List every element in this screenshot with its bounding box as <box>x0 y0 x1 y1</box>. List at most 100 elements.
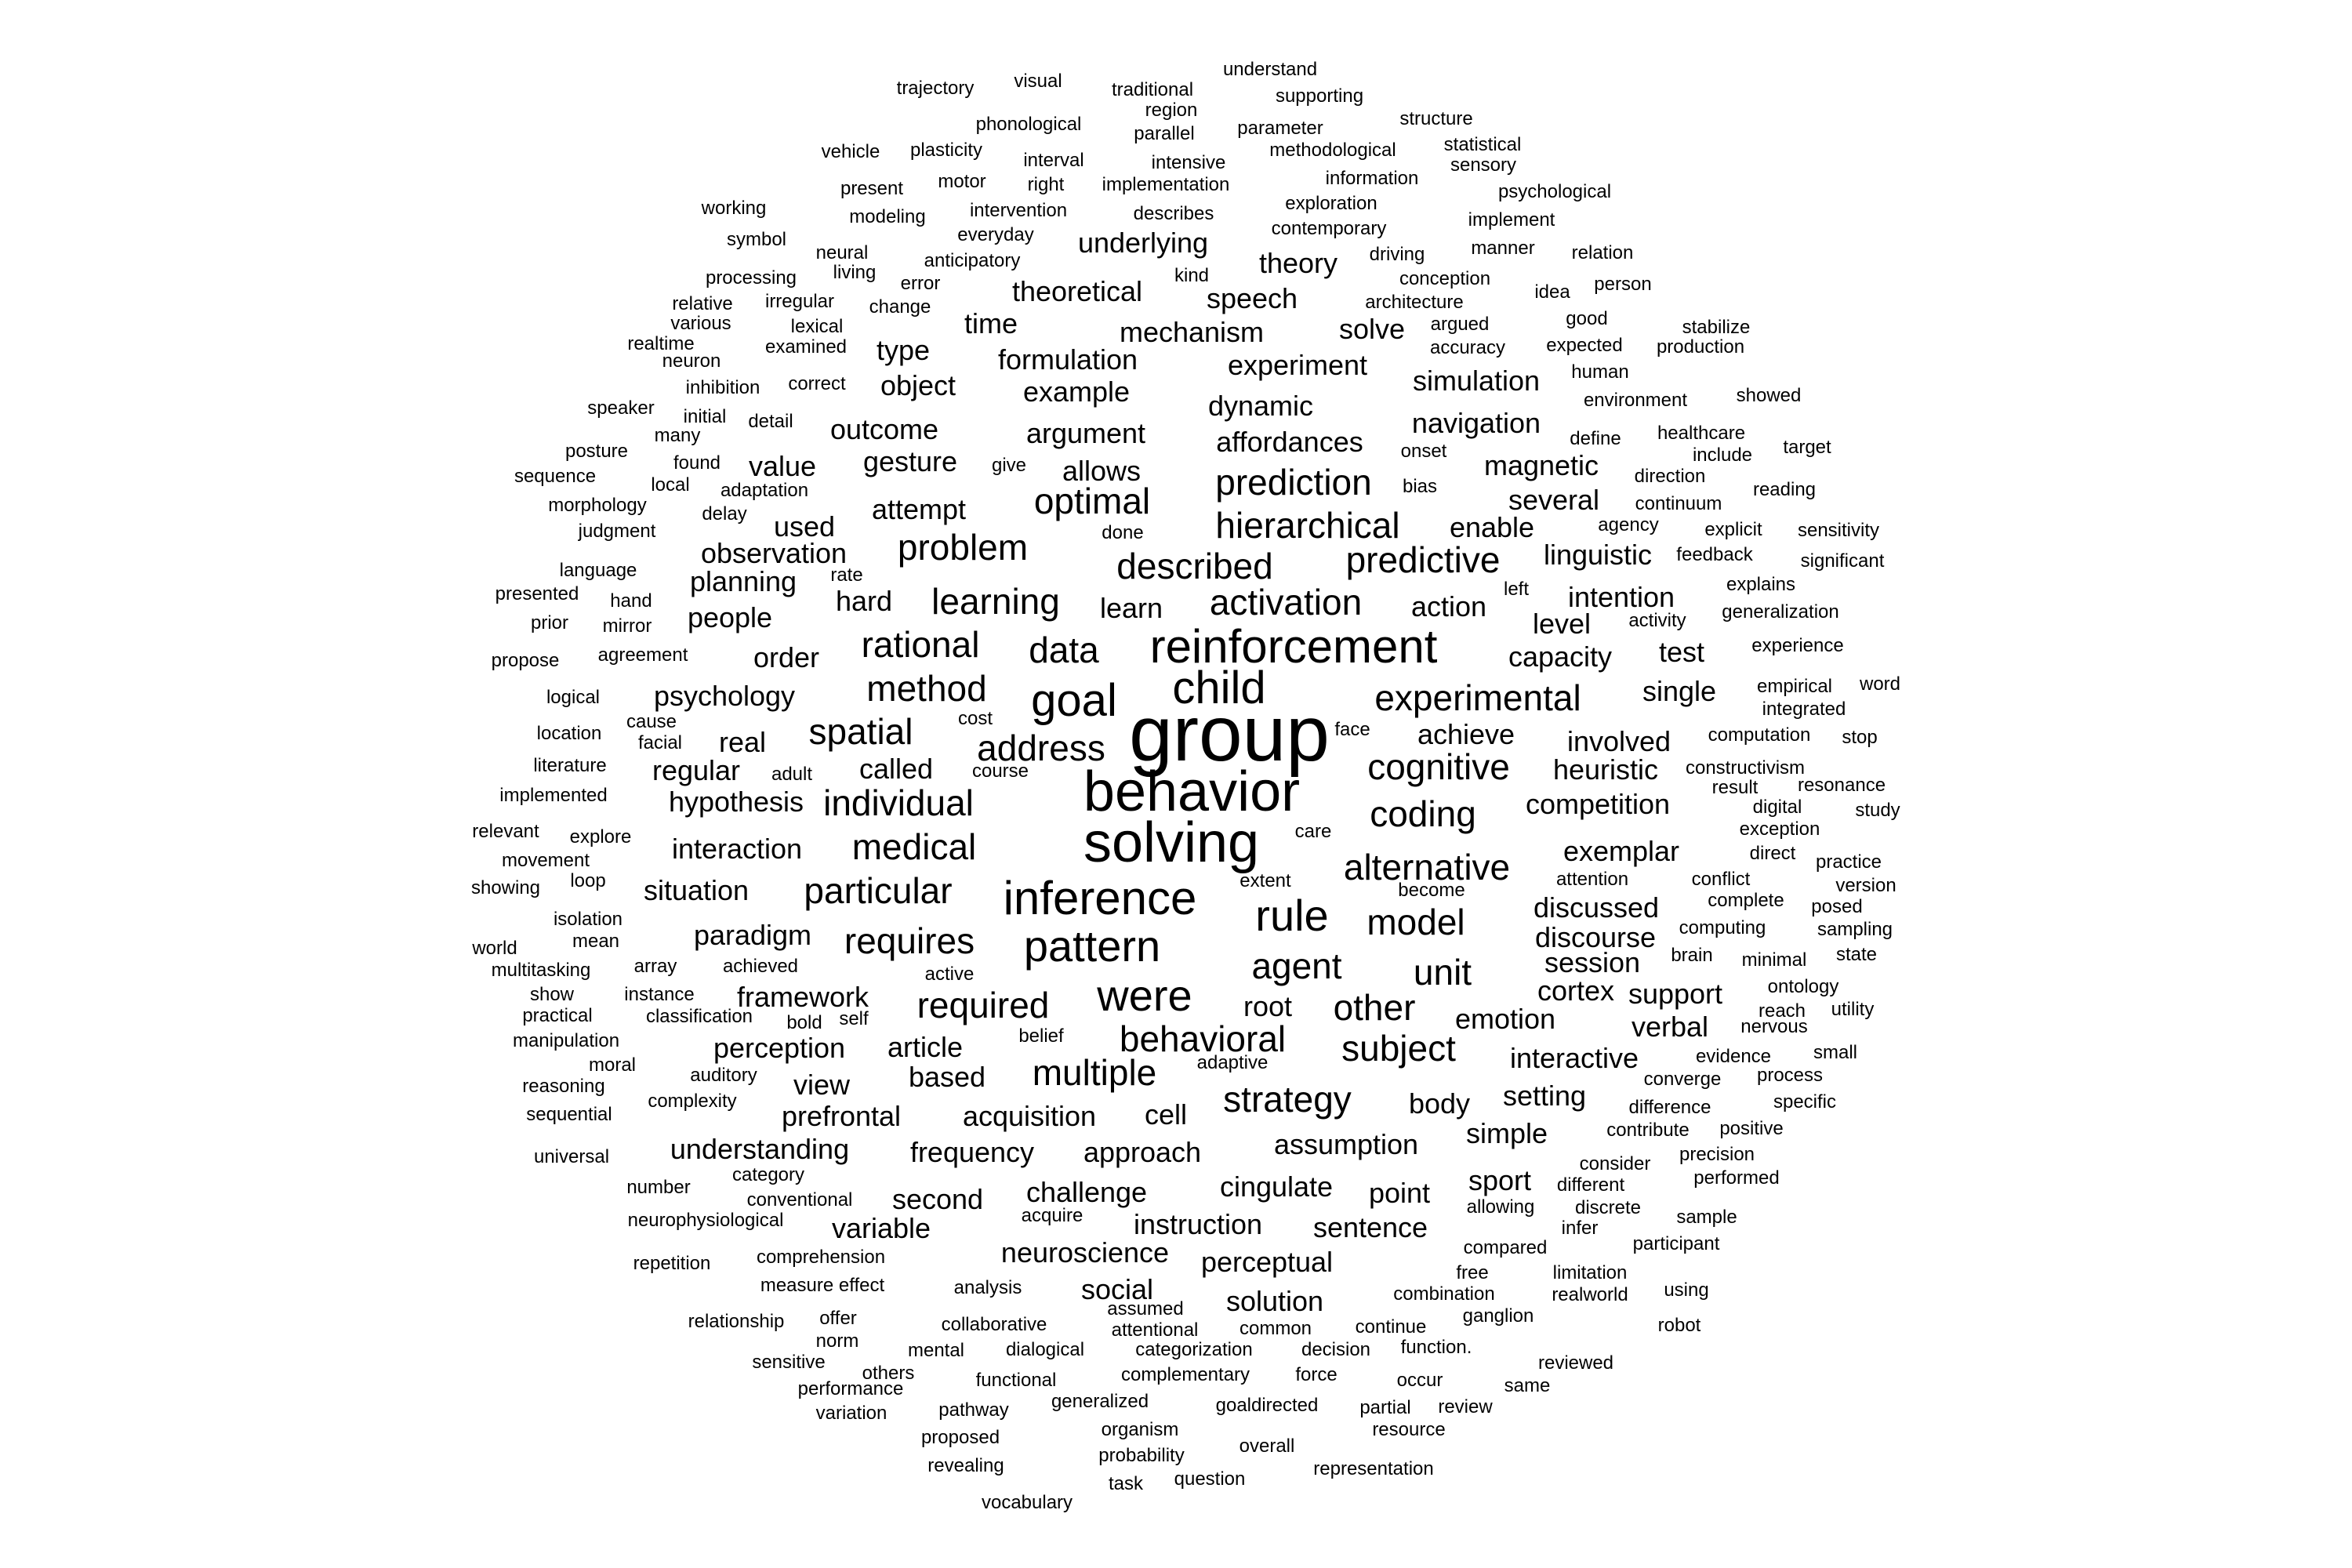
word-contribute: contribute <box>1606 1120 1690 1141</box>
word-reach: reach <box>1758 1000 1806 1022</box>
word-language: language <box>559 560 637 581</box>
word-overall: overall <box>1239 1436 1295 1457</box>
word-conception: conception <box>1399 268 1491 289</box>
word-implementation: implementation <box>1102 174 1230 195</box>
word-generalized: generalized <box>1051 1391 1149 1412</box>
word-intention: intention <box>1567 581 1675 613</box>
word-initial: initial <box>683 406 727 427</box>
word-task: task <box>1108 1473 1144 1494</box>
word-exploration: exploration <box>1285 193 1377 214</box>
word-group: group <box>1129 690 1330 778</box>
word-organism: organism <box>1101 1419 1179 1440</box>
word-world: world <box>472 938 517 959</box>
word-partial: partial <box>1359 1397 1411 1418</box>
word-showed: showed <box>1736 385 1802 406</box>
word-magnetic: magnetic <box>1483 449 1599 481</box>
word-representation: representation <box>1313 1458 1434 1479</box>
word-detail: detail <box>748 411 793 432</box>
word-prediction: prediction <box>1215 462 1372 503</box>
word-participant: participant <box>1632 1233 1720 1254</box>
word-extent: extent <box>1240 870 1291 891</box>
word-sensitive: sensitive <box>752 1352 826 1373</box>
word-realworld: realworld <box>1552 1284 1628 1305</box>
word-stop: stop <box>1842 727 1878 748</box>
word-present: present <box>840 178 904 199</box>
word-involved: involved <box>1566 725 1671 757</box>
word-production: production <box>1656 336 1745 358</box>
word-trajectory: trajectory <box>896 78 975 99</box>
word-explicit: explicit <box>1704 519 1762 540</box>
word-root: root <box>1243 990 1293 1022</box>
word-exception: exception <box>1739 818 1820 840</box>
word-behavioral: behavioral <box>1119 1018 1287 1059</box>
word-movement: movement <box>501 850 590 871</box>
word-paradigm: paradigm <box>693 919 812 951</box>
word-bold: bold <box>786 1012 822 1033</box>
word-navigation: navigation <box>1411 407 1541 439</box>
word-modeling: modeling <box>849 206 926 227</box>
word-lexical: lexical <box>790 316 844 337</box>
word-attentional: attentional <box>1111 1319 1199 1341</box>
word-performed: performed <box>1693 1167 1780 1189</box>
word-action: action <box>1410 590 1487 622</box>
word-speech: speech <box>1206 282 1298 314</box>
word-same: same <box>1504 1375 1551 1396</box>
word-difference: difference <box>1628 1097 1711 1118</box>
word-discussed: discussed <box>1533 891 1660 924</box>
word-assumed: assumed <box>1107 1298 1184 1319</box>
word-compared: compared <box>1463 1237 1548 1258</box>
word-conflict: conflict <box>1691 869 1751 890</box>
word-variable: variable <box>831 1212 931 1244</box>
word-judgment: judgment <box>578 521 656 542</box>
word-acquire: acquire <box>1021 1205 1083 1226</box>
word-anticipatory: anticipatory <box>924 250 1021 271</box>
word-linguistic: linguistic <box>1543 539 1653 571</box>
word-discourse: discourse <box>1534 921 1657 953</box>
word-ganglion: ganglion <box>1462 1305 1534 1327</box>
word-posed: posed <box>1811 896 1863 917</box>
word-relative: relative <box>672 293 733 314</box>
word-direction: direction <box>1634 466 1706 487</box>
word-person: person <box>1594 274 1652 295</box>
word-auditory: auditory <box>690 1065 757 1086</box>
word-comprehension: comprehension <box>756 1247 886 1268</box>
word-second: second <box>891 1183 984 1215</box>
word-explore: explore <box>569 826 632 848</box>
word-positive: positive <box>1719 1118 1784 1139</box>
word-sentence: sentence <box>1312 1211 1428 1243</box>
word-dialogical: dialogical <box>1005 1339 1085 1360</box>
word-capacity: capacity <box>1508 641 1613 673</box>
word-multiple: multiple <box>1032 1052 1157 1093</box>
word-active: active <box>924 964 975 985</box>
word-learning: learning <box>931 581 1060 622</box>
word-proposed: proposed <box>920 1427 1000 1448</box>
word-method: method <box>866 668 987 709</box>
word-called: called <box>858 753 934 785</box>
word-model: model <box>1367 902 1465 942</box>
word-local: local <box>651 474 690 495</box>
word-measure-effect: measure effect <box>760 1275 885 1296</box>
word-neuroscience: neuroscience <box>1000 1236 1170 1269</box>
word-converge: converge <box>1643 1069 1722 1090</box>
word-interaction: interaction <box>671 833 803 865</box>
word-showing: showing <box>470 877 541 898</box>
word-resource: resource <box>1372 1419 1446 1440</box>
word-categorization: categorization <box>1135 1339 1253 1360</box>
word-belief: belief <box>1018 1025 1064 1047</box>
word-attention: attention <box>1555 869 1629 890</box>
word-single: single <box>1642 675 1717 707</box>
word-experimental: experimental <box>1374 677 1581 718</box>
word-attempt: attempt <box>871 493 967 525</box>
word-level: level <box>1532 608 1592 640</box>
word-neural: neural <box>815 242 869 263</box>
word-correct: correct <box>788 373 846 394</box>
word-interval: interval <box>1023 150 1084 171</box>
word-processing: processing <box>705 267 797 289</box>
word-classification: classification <box>645 1006 753 1027</box>
word-body: body <box>1408 1087 1471 1120</box>
word-situation: situation <box>643 874 750 906</box>
word-region: region <box>1145 100 1198 121</box>
word-child: child <box>1172 662 1266 713</box>
word-brain: brain <box>1671 945 1713 966</box>
